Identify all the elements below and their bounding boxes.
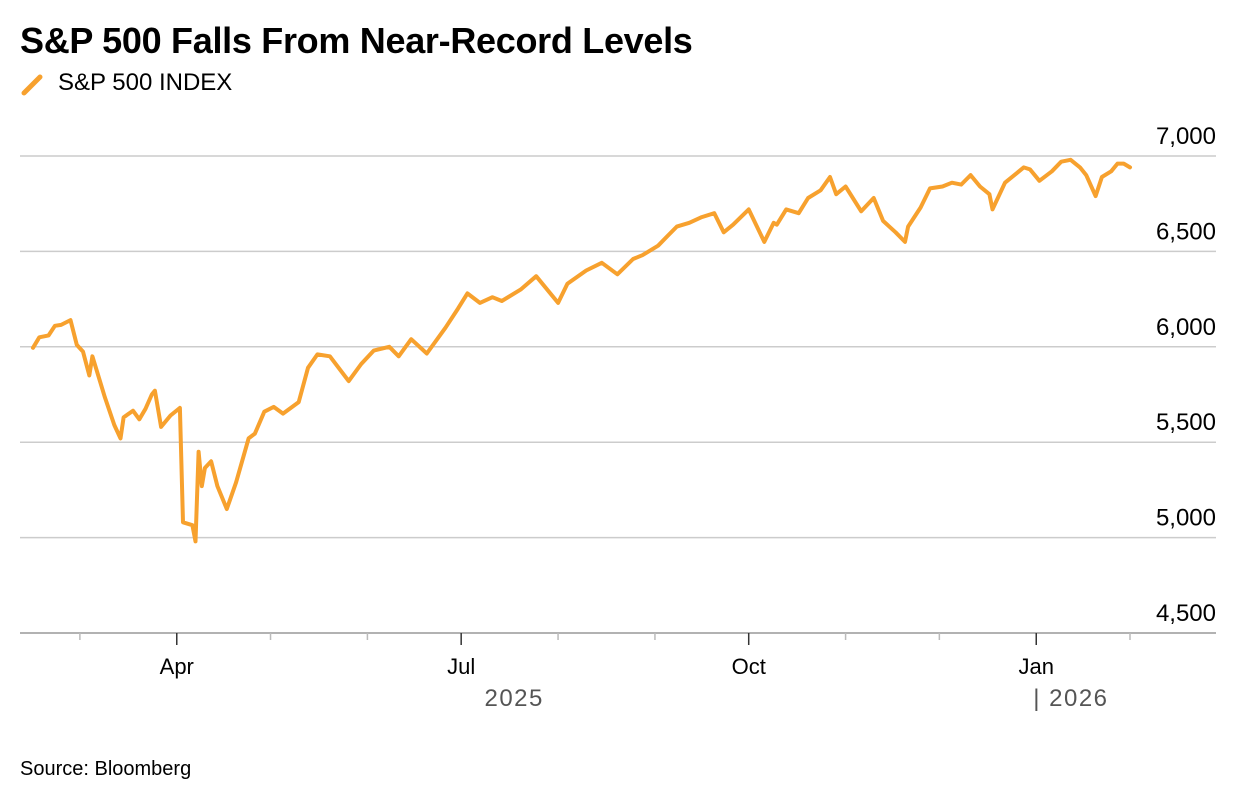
chart-title: S&P 500 Falls From Near-Record Levels	[20, 20, 693, 61]
plot-area	[31, 157, 1132, 544]
legend-label: S&P 500 INDEX	[58, 69, 233, 96]
line-swatch-icon	[21, 74, 43, 96]
x-tick-label: Jul	[447, 654, 475, 679]
y-tick-label: 4,500	[1156, 600, 1216, 627]
source-note: Source: Bloomberg	[20, 758, 192, 780]
y-tick-label: 5,500	[1156, 409, 1216, 436]
y-tick-label: 7,000	[1156, 123, 1216, 150]
year-label: | 2026	[1033, 685, 1108, 712]
y-axis: 4,500 5,000 5,500 6,000 6,500 7,000	[1156, 123, 1216, 627]
x-tick-label: Oct	[732, 654, 766, 679]
y-tick-label: 6,000	[1156, 314, 1216, 341]
x-tick-label: Jan	[1018, 654, 1053, 679]
series-line	[31, 157, 1132, 544]
year-label: 2025	[484, 685, 543, 712]
x-tick-label: Apr	[160, 654, 194, 679]
y-tick-label: 5,000	[1156, 505, 1216, 532]
grid-lines	[20, 155, 1216, 539]
legend: S&P 500 INDEX	[20, 68, 232, 98]
x-axis: Apr Jul Oct Jan 2025 | 2026	[20, 632, 1216, 712]
y-tick-label: 6,500	[1156, 218, 1216, 245]
